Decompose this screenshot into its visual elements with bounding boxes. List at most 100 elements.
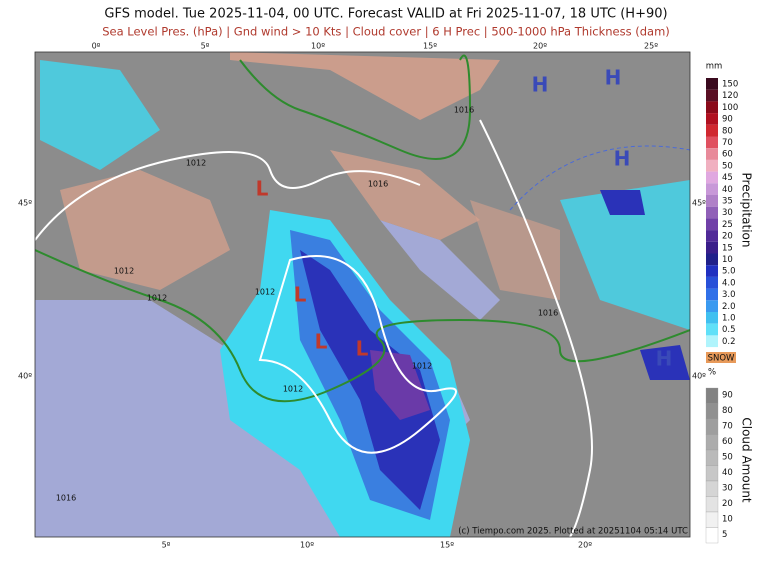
precip-swatch xyxy=(706,218,718,231)
low-center: L xyxy=(294,283,307,307)
sea xyxy=(380,220,500,320)
precip xyxy=(640,345,690,380)
precip-level: 120 xyxy=(722,91,738,101)
precip xyxy=(560,180,690,330)
land xyxy=(330,150,480,240)
cloud-swatch xyxy=(705,403,719,420)
lon-label: 15º xyxy=(440,541,454,550)
precip-swatch xyxy=(706,241,718,254)
precip-level: 25 xyxy=(722,220,733,230)
cloud-swatch xyxy=(705,480,719,497)
precip xyxy=(300,250,440,510)
isobar-label: 1016 xyxy=(538,309,558,318)
lat-label: 45º xyxy=(18,199,32,208)
isobar-label: 1016 xyxy=(56,494,76,503)
precip-swatch xyxy=(706,148,718,160)
isobar-label: 1012 xyxy=(186,159,206,168)
precip-level: 45 xyxy=(722,173,733,183)
high-center: H xyxy=(532,73,549,97)
cloud-level: 70 xyxy=(722,422,733,432)
credit: (c) Tiempo.com 2025. Plotted at 20251104… xyxy=(458,527,688,537)
cloud-swatch xyxy=(705,465,719,482)
cloud-swatch xyxy=(705,434,719,451)
isobar xyxy=(258,255,457,454)
high-center: H xyxy=(605,66,622,90)
cloud-swatch xyxy=(705,387,719,404)
precip-swatch xyxy=(706,206,718,219)
land xyxy=(60,170,230,290)
land xyxy=(230,52,500,120)
precip-level: 35 xyxy=(722,197,733,207)
precip-level: 1.0 xyxy=(722,314,736,324)
precip-swatch xyxy=(706,288,718,301)
high-center: H xyxy=(656,347,673,371)
precip-swatch xyxy=(706,183,718,195)
lon-label: 5º xyxy=(201,42,210,51)
cloud-swatch xyxy=(705,511,719,528)
cloud-swatch xyxy=(705,527,719,544)
lon-label: 5º xyxy=(162,541,171,550)
lon-label: 20º xyxy=(533,42,547,51)
lon-label: 10º xyxy=(311,42,325,51)
precip-level: 4.0 xyxy=(722,278,736,288)
precip-swatch xyxy=(706,159,718,172)
coastline xyxy=(239,54,472,160)
precip-swatch xyxy=(706,265,718,277)
cloud-level: 30 xyxy=(722,484,733,494)
cloud-level: 90 xyxy=(722,391,733,401)
precip-level: 150 xyxy=(722,80,738,90)
isobar-label: 1012 xyxy=(114,267,134,276)
coastline xyxy=(35,249,690,403)
snow-box xyxy=(706,352,736,363)
isobar xyxy=(479,119,593,537)
precip-swatch xyxy=(706,89,718,102)
precip-swatch xyxy=(706,195,718,207)
lon-label: 25º xyxy=(644,42,658,51)
precip xyxy=(40,60,160,170)
subtitle: Sea Level Pres. (hPa) | Gnd wind > 10 Kt… xyxy=(102,25,670,39)
isobar-label: 1016 xyxy=(368,180,388,189)
lon-label: 0º xyxy=(92,42,101,51)
precip-swatch xyxy=(706,276,718,289)
low-center: L xyxy=(256,177,269,201)
title: GFS model. Tue 2025-11-04, 00 UTC. Forec… xyxy=(104,7,667,22)
isobar xyxy=(35,151,421,241)
low-center: L xyxy=(315,330,328,354)
precip-level: 0.2 xyxy=(722,337,736,347)
snow-label: SNOW xyxy=(708,354,735,364)
precip-swatch xyxy=(706,171,718,184)
precip-level: 3.0 xyxy=(722,290,736,300)
cloud-swatch xyxy=(705,418,719,435)
cloud-level: 60 xyxy=(722,437,733,447)
cloud-level: 50 xyxy=(722,453,733,463)
precip-swatch xyxy=(706,300,718,312)
isobar-label: 1012 xyxy=(412,362,432,371)
cloud-swatch xyxy=(705,496,719,513)
precip-swatch xyxy=(706,101,718,114)
precip-level: 15 xyxy=(722,243,733,253)
map xyxy=(35,52,690,537)
precip-level: 50 xyxy=(722,161,733,171)
map-frame xyxy=(34,51,691,538)
precip-level: 10 xyxy=(722,255,733,265)
precip-level: 40 xyxy=(722,185,733,195)
precip-swatch xyxy=(706,113,718,125)
precip-level: 80 xyxy=(722,126,733,136)
precip-level: 2.0 xyxy=(722,302,736,312)
cloud-unit: % xyxy=(708,368,716,378)
lat-label: 40º xyxy=(692,372,706,381)
precip-swatch xyxy=(706,253,718,266)
isobar-label: 1016 xyxy=(454,106,474,115)
cloud-level: 5 xyxy=(722,530,727,540)
precip-level: 0.5 xyxy=(722,325,736,335)
lat-label: 40º xyxy=(18,372,32,381)
precip-swatch xyxy=(706,136,718,149)
low-center: L xyxy=(356,337,369,361)
precip-swatch xyxy=(706,335,718,348)
precip-swatch xyxy=(706,230,718,242)
cloud-title: Cloud Amount xyxy=(740,417,754,503)
precip-level: 90 xyxy=(722,115,733,125)
precip xyxy=(370,350,430,420)
lon-label: 10º xyxy=(300,541,314,550)
